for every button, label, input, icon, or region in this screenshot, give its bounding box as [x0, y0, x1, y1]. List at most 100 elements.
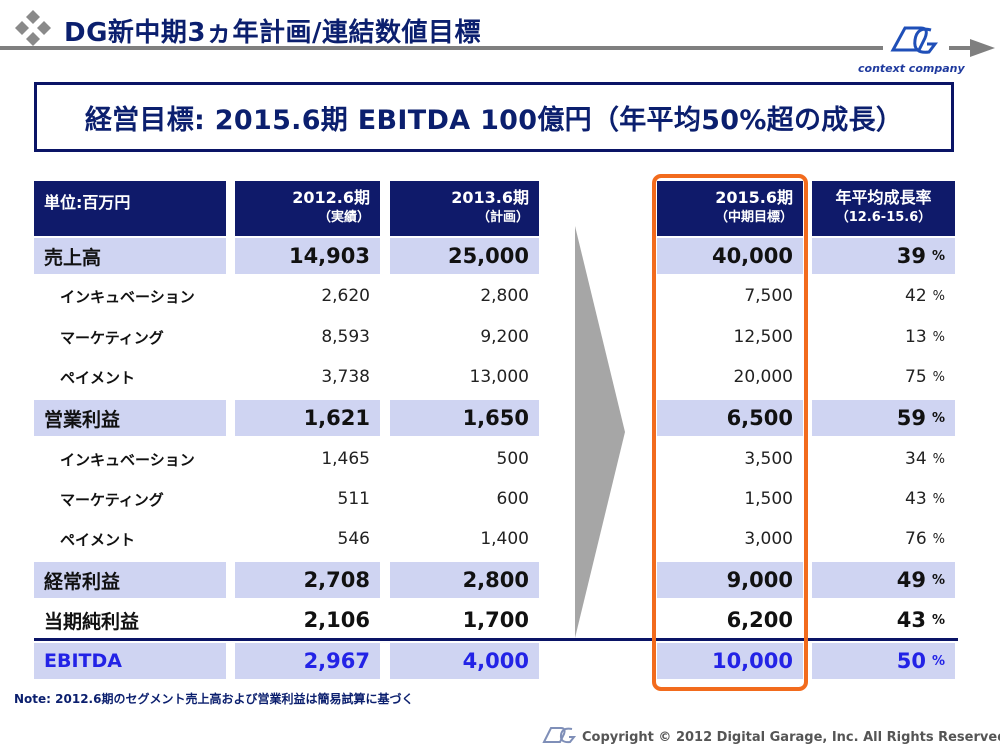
- value-v2015: 6,500: [726, 406, 793, 430]
- value-growth: 76: [905, 529, 927, 549]
- header-growth-label: 年平均成長率: [835, 188, 932, 207]
- value-v2013: 9,200: [480, 327, 529, 347]
- value-cell-v2015: 12,500: [657, 319, 803, 355]
- percent-unit: %: [931, 410, 945, 426]
- value-cell-v2015: 3,000: [657, 521, 803, 557]
- row-label: EBITDA: [44, 650, 122, 672]
- value-cell-growth: 59%: [812, 400, 955, 436]
- value-cell-v2012: 2,106: [235, 602, 380, 638]
- goal-statement: 経営目標: 2015.6期 EBITDA 100億円（年平均50%超の成長）: [84, 104, 904, 136]
- value-v2015: 10,000: [711, 649, 793, 673]
- row-label-cell: マーケティング: [34, 319, 226, 355]
- value-cell-growth: 50%: [812, 643, 955, 679]
- value-cell-growth: 43%: [812, 481, 955, 517]
- value-cell-v2012: 8,593: [235, 319, 380, 355]
- value-v2013: 1,650: [462, 406, 529, 430]
- value-v2013: 25,000: [447, 244, 529, 268]
- percent-unit: %: [931, 612, 945, 628]
- value-growth: 42: [905, 286, 927, 306]
- row-label-cell: インキュベーション: [34, 441, 226, 477]
- row-label: マーケティング: [60, 490, 164, 509]
- value-v2013: 2,800: [480, 286, 529, 306]
- value-cell-v2012: 1,465: [235, 441, 380, 477]
- value-cell-v2015: 1,500: [657, 481, 803, 517]
- row-label-cell: ペイメント: [34, 359, 226, 395]
- header-2013-sub: （計画）: [476, 210, 529, 225]
- value-v2012: 2,708: [303, 568, 370, 592]
- percent-unit: %: [932, 491, 945, 507]
- total-divider: [34, 638, 958, 641]
- value-v2012: 8,593: [321, 327, 370, 347]
- value-cell-growth: 34%: [812, 441, 955, 477]
- value-v2012: 1,621: [303, 406, 370, 430]
- value-cell-v2012: 2,708: [235, 562, 380, 598]
- header-2012-label: 2012.6期: [292, 188, 370, 207]
- logo-tagline: context company: [858, 62, 965, 75]
- value-cell-v2012: 2,620: [235, 278, 380, 314]
- value-v2012: 2,106: [303, 608, 370, 632]
- row-label: 営業利益: [44, 408, 121, 431]
- row-label: インキュベーション: [60, 287, 195, 306]
- value-v2013: 13,000: [469, 367, 529, 387]
- header-growth-sub: （12.6-15.6）: [835, 210, 932, 225]
- value-v2015: 3,000: [744, 529, 793, 549]
- value-cell-v2015: 6,500: [657, 400, 803, 436]
- header-unit: 単位:百万円: [34, 181, 226, 236]
- copyright: Copyright © 2012 Digital Garage, Inc. Al…: [582, 730, 1000, 745]
- value-cell-growth: 49%: [812, 562, 955, 598]
- value-v2012: 511: [337, 489, 370, 509]
- value-cell-v2013: 9,200: [390, 319, 539, 355]
- value-cell-v2013: 4,000: [390, 643, 539, 679]
- value-v2012: 1,465: [321, 449, 370, 469]
- percent-unit: %: [931, 653, 945, 669]
- value-growth: 50: [896, 649, 926, 673]
- row-label-cell: インキュベーション: [34, 278, 226, 314]
- page-title: DG新中期3ヵ年計画/連結数値目標: [64, 18, 482, 48]
- diamond-cluster-icon: [15, 10, 51, 46]
- value-cell-v2013: 1,650: [390, 400, 539, 436]
- value-cell-growth: 39%: [812, 238, 955, 274]
- value-v2013: 600: [496, 489, 529, 509]
- value-cell-growth: 76%: [812, 521, 955, 557]
- value-v2015: 3,500: [744, 449, 793, 469]
- row-label: マーケティング: [60, 328, 164, 347]
- value-growth: 39: [896, 244, 926, 268]
- value-v2015: 6,200: [726, 608, 793, 632]
- value-cell-growth: 75%: [812, 359, 955, 395]
- value-v2012: 2,967: [303, 649, 370, 673]
- header-growth: 年平均成長率 （12.6-15.6）: [812, 181, 955, 236]
- value-v2013: 2,800: [462, 568, 529, 592]
- value-cell-v2015: 9,000: [657, 562, 803, 598]
- row-label-cell: 経常利益: [34, 562, 226, 598]
- value-cell-v2013: 25,000: [390, 238, 539, 274]
- header-2013: 2013.6期 （計画）: [390, 181, 539, 236]
- percent-unit: %: [932, 451, 945, 467]
- value-cell-v2013: 1,400: [390, 521, 539, 557]
- percent-unit: %: [931, 248, 945, 264]
- value-cell-v2015: 7,500: [657, 278, 803, 314]
- row-label: 経常利益: [44, 570, 121, 593]
- value-cell-v2013: 13,000: [390, 359, 539, 395]
- value-growth: 59: [896, 406, 926, 430]
- header-2015: 2015.6期 （中期目標）: [657, 181, 803, 236]
- footnote: Note: 2012.6期のセグメント売上高および営業利益は簡易試算に基づく: [14, 692, 414, 706]
- value-growth: 49: [896, 568, 926, 592]
- row-label-cell: EBITDA: [34, 643, 226, 679]
- row-label-cell: 営業利益: [34, 400, 226, 436]
- value-v2015: 20,000: [733, 367, 793, 387]
- value-v2013: 4,000: [462, 649, 529, 673]
- percent-unit: %: [932, 531, 945, 547]
- value-v2012: 2,620: [321, 286, 370, 306]
- row-label: インキュベーション: [60, 450, 195, 469]
- value-cell-v2015: 3,500: [657, 441, 803, 477]
- value-growth: 13: [905, 327, 927, 347]
- value-v2013: 500: [496, 449, 529, 469]
- header-2013-label: 2013.6期: [451, 188, 529, 207]
- value-cell-v2012: 14,903: [235, 238, 380, 274]
- value-cell-v2013: 500: [390, 441, 539, 477]
- value-cell-v2015: 10,000: [657, 643, 803, 679]
- value-cell-v2012: 3,738: [235, 359, 380, 395]
- value-cell-v2012: 2,967: [235, 643, 380, 679]
- value-v2015: 40,000: [711, 244, 793, 268]
- row-label-cell: マーケティング: [34, 481, 226, 517]
